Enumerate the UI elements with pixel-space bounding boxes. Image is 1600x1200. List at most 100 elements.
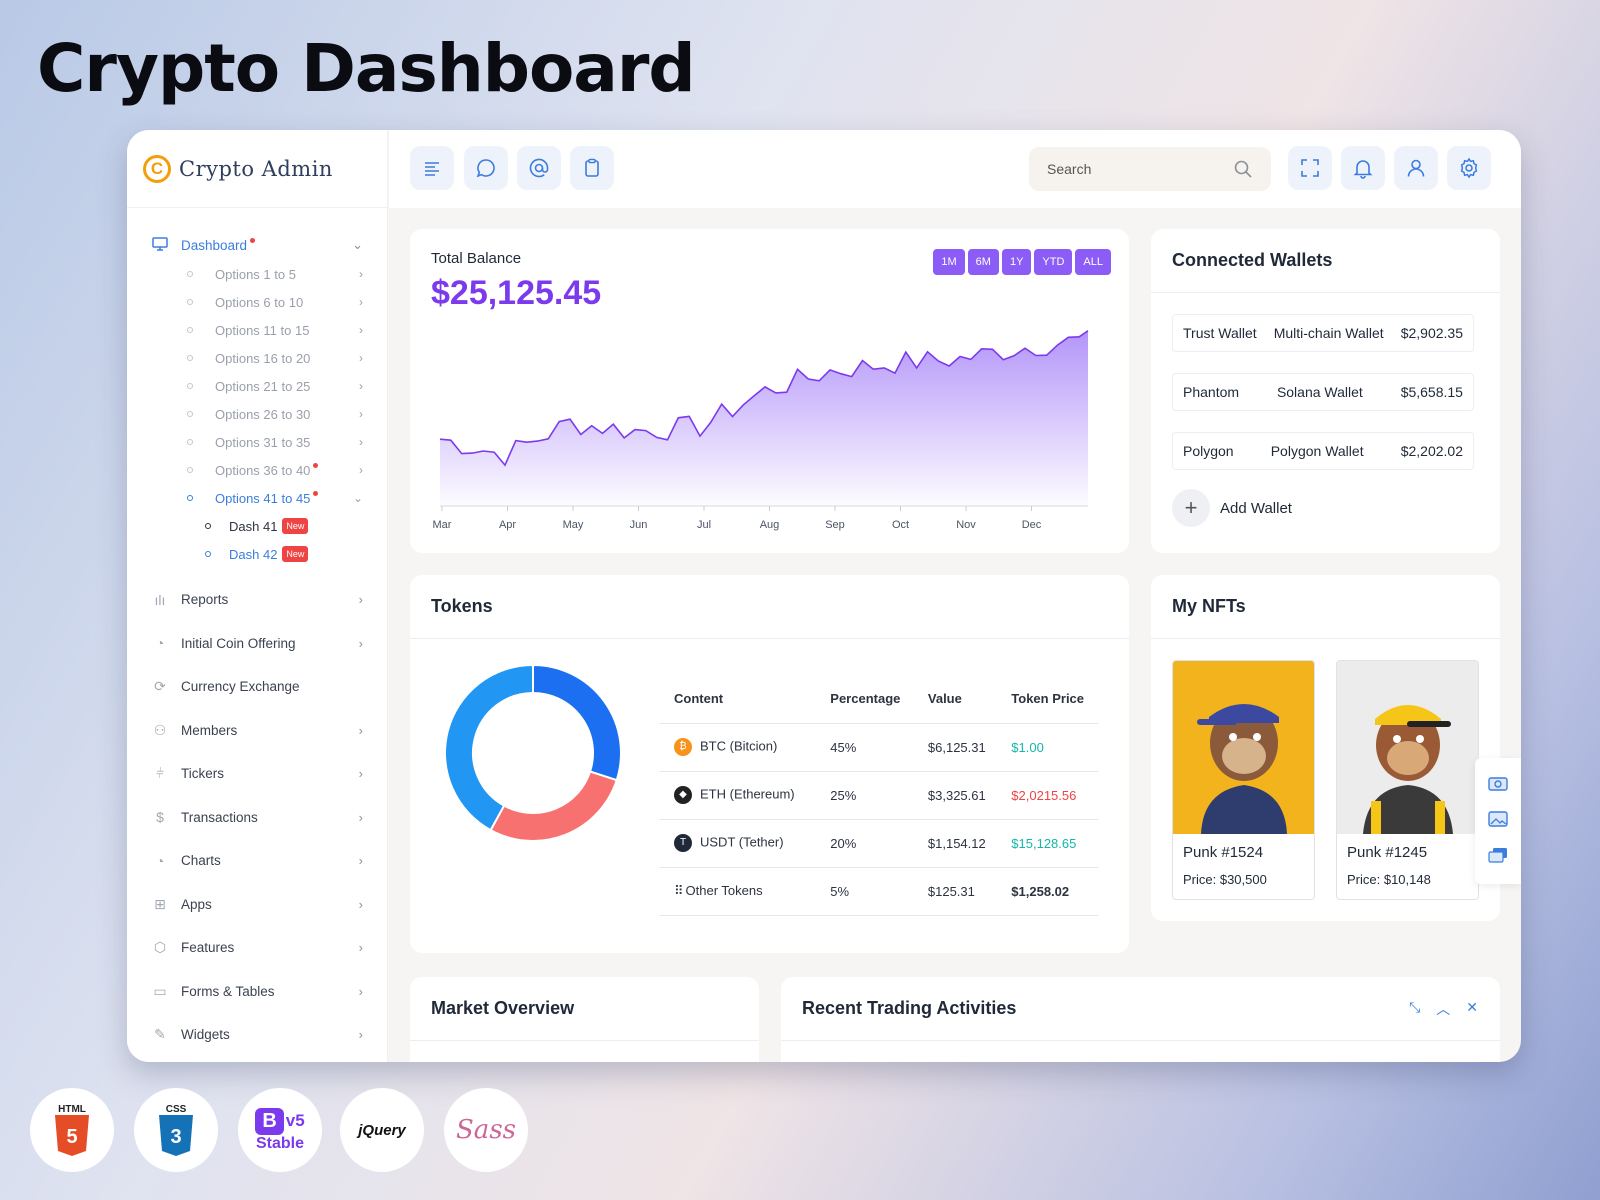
sidebar-item-forms-tables[interactable]: ▭ Forms & Tables › bbox=[127, 970, 387, 1014]
total-balance-card: Total Balance $25,125.45 1M 6M 1Y YTD ALL Ma… bbox=[410, 229, 1129, 553]
range-1m-button[interactable]: 1M bbox=[933, 249, 965, 275]
sidebar-item-members[interactable]: ⚇ Members › bbox=[127, 709, 387, 753]
brand-name: Crypto Admin bbox=[179, 156, 333, 181]
table-row[interactable]: ◆ ETH (Ethereum) 25% $3,325.61 $2,0215.56 bbox=[660, 771, 1098, 820]
monitor-icon bbox=[151, 236, 169, 254]
range-all-button[interactable]: ALL bbox=[1075, 249, 1111, 275]
wallet-row-trust[interactable]: Trust Wallet Multi-chain Wallet $2,902.35 bbox=[1172, 314, 1474, 352]
submenu-item-options-1-5[interactable]: Options 1 to 5 › bbox=[187, 260, 363, 288]
my-nfts-card: My NFTs Punk #1524 Price: $30,500 bbox=[1151, 575, 1500, 921]
submenu-item-options-11-15[interactable]: Options 11 to 15 › bbox=[187, 316, 363, 344]
sidebar-item-reports[interactable]: ılı Reports › bbox=[127, 578, 387, 622]
ape-avatar-icon bbox=[1363, 705, 1453, 834]
fullscreen-button[interactable] bbox=[1288, 146, 1332, 190]
sidebar-item-apps[interactable]: ⊞ Apps › bbox=[127, 883, 387, 927]
table-row[interactable]: ₿ BTC (Bitcion) 45% $6,125.31 $1.00 bbox=[660, 723, 1098, 772]
sliders-icon: ⫩ bbox=[155, 765, 165, 782]
submenu-item-options-41-45[interactable]: Options 41 to 45 ⌄ bbox=[187, 484, 363, 512]
camera-icon[interactable] bbox=[1488, 774, 1508, 792]
donut-slice-0[interactable] bbox=[532, 663, 622, 782]
submenu-item-options-26-30[interactable]: Options 26 to 30 › bbox=[187, 400, 363, 428]
submenu-item-dash-42[interactable]: Dash 42 New bbox=[205, 540, 387, 568]
trading-title: Recent Trading Activities bbox=[802, 998, 1017, 1018]
search-input[interactable]: Search bbox=[1029, 147, 1271, 191]
dashboard-submenu: Options 1 to 5 › Options 6 to 10 › Options… bbox=[127, 260, 387, 512]
table-header-row: Content Percentage Value Token Price bbox=[660, 675, 1098, 724]
chevron-down-icon: ⌄ bbox=[352, 237, 363, 252]
submenu-item-options-21-25[interactable]: Options 21 to 25 › bbox=[187, 372, 363, 400]
chevron-right-icon: › bbox=[358, 896, 363, 912]
sidebar-item-charts[interactable]: ◔ Charts › bbox=[127, 839, 387, 883]
sidebar-item-dashboard[interactable]: Dashboard ⌄ bbox=[127, 230, 387, 260]
expand-icon[interactable]: ⤡ bbox=[1409, 998, 1421, 1015]
nft-price: Price: $10,148 bbox=[1347, 872, 1431, 887]
clipboard-button[interactable] bbox=[570, 146, 614, 190]
sidebar-item-transactions[interactable]: $ Transactions › bbox=[127, 796, 387, 840]
nft-card[interactable]: Punk #1245 Price: $10,148 bbox=[1336, 660, 1479, 900]
brand[interactable]: C Crypto Admin bbox=[127, 130, 387, 208]
range-ytd-button[interactable]: YTD bbox=[1034, 249, 1073, 275]
x-tick-label: Aug bbox=[760, 519, 780, 531]
range-1y-button[interactable]: 1Y bbox=[1001, 249, 1032, 275]
submenu-item-options-36-40[interactable]: Options 36 to 40 › bbox=[187, 456, 363, 484]
col-percentage: Percentage bbox=[816, 675, 914, 724]
notifications-button[interactable] bbox=[1341, 146, 1385, 190]
chart-area-fill bbox=[440, 330, 1088, 506]
chevron-right-icon: › bbox=[359, 435, 363, 449]
tokens-title: Tokens bbox=[431, 596, 493, 616]
chevron-right-icon: › bbox=[359, 407, 363, 421]
profile-button[interactable] bbox=[1394, 146, 1438, 190]
nft-price: Price: $30,500 bbox=[1183, 872, 1267, 887]
gear-icon bbox=[1460, 157, 1478, 179]
close-icon[interactable]: ✕ bbox=[1466, 998, 1478, 1015]
layers-icon[interactable] bbox=[1488, 846, 1508, 864]
mail-button[interactable] bbox=[517, 146, 561, 190]
donut-slice-1[interactable] bbox=[489, 770, 618, 842]
nft-name: Punk #1524 bbox=[1183, 844, 1264, 861]
sidebar-item-label: Dashboard bbox=[181, 237, 248, 253]
bar-chart-icon: ılı bbox=[154, 591, 166, 608]
new-badge: New bbox=[282, 518, 309, 534]
table-row[interactable]: T USDT (Tether) 20% $1,154.12 $15,128.65 bbox=[660, 819, 1098, 868]
box-icon: ⬡ bbox=[153, 939, 167, 956]
donut-slice-2[interactable] bbox=[444, 663, 534, 832]
submenu-item-options-16-20[interactable]: Options 16 to 20 › bbox=[187, 344, 363, 372]
hero-title: Crypto Dashboard bbox=[37, 30, 696, 107]
nft-name: Punk #1245 bbox=[1347, 844, 1428, 861]
chevron-right-icon: › bbox=[358, 635, 363, 651]
recent-trading-card: Recent Trading Activities ⤡ ︿ ✕ bbox=[781, 977, 1500, 1062]
wallet-row-polygon[interactable]: Polygon Polygon Wallet $2,202.02 bbox=[1172, 432, 1474, 470]
nft-card[interactable]: Punk #1524 Price: $30,500 bbox=[1172, 660, 1315, 900]
sidebar-item-tickers[interactable]: ⫩ Tickers › bbox=[127, 752, 387, 796]
at-icon bbox=[529, 158, 549, 178]
image-icon[interactable] bbox=[1488, 810, 1508, 828]
bitcoin-icon: ₿ bbox=[674, 738, 692, 756]
range-6m-button[interactable]: 6M bbox=[967, 249, 999, 275]
sidebar-item-ico[interactable]: ◔ Initial Coin Offering › bbox=[127, 622, 387, 666]
submenu-item-options-6-10[interactable]: Options 6 to 10 › bbox=[187, 288, 363, 316]
chevron-up-icon[interactable]: ︿ bbox=[1436, 1000, 1451, 1017]
table-row[interactable]: ⠿ Other Tokens 5% $125.31 $1,258.02 bbox=[660, 867, 1098, 916]
tokens-donut-chart bbox=[444, 663, 622, 842]
wallet-row-phantom[interactable]: Phantom Solana Wallet $5,658.15 bbox=[1172, 373, 1474, 411]
chat-icon bbox=[476, 159, 495, 178]
sidebar-item-features[interactable]: ⬡ Features › bbox=[127, 926, 387, 970]
fullscreen-icon bbox=[1301, 159, 1319, 177]
chat-button[interactable] bbox=[464, 146, 508, 190]
x-tick-label: Sep bbox=[825, 519, 845, 531]
settings-button[interactable] bbox=[1447, 146, 1491, 190]
topbar: Search bbox=[389, 130, 1521, 208]
market-title: Market Overview bbox=[431, 998, 575, 1018]
floating-toolbar bbox=[1475, 758, 1521, 884]
x-tick-label: Oct bbox=[892, 519, 909, 531]
menu-toggle-button[interactable] bbox=[410, 146, 454, 190]
x-tick-label: May bbox=[563, 519, 584, 531]
dashboard-window: C Crypto Admin Dashboard ⌄ Options 1 to … bbox=[127, 130, 1521, 1062]
x-tick-label: Jun bbox=[630, 519, 648, 531]
submenu-item-dash-41[interactable]: Dash 41 New bbox=[205, 512, 387, 540]
add-wallet-button[interactable]: + Add Wallet bbox=[1172, 489, 1292, 527]
submenu-item-options-31-35[interactable]: Options 31 to 35 › bbox=[187, 428, 363, 456]
sidebar-item-currency-exchange[interactable]: ⟳ Currency Exchange bbox=[127, 665, 387, 709]
jquery-badge: jQuery bbox=[340, 1088, 424, 1172]
sidebar-item-widgets[interactable]: ✎ Widgets › bbox=[127, 1013, 387, 1057]
